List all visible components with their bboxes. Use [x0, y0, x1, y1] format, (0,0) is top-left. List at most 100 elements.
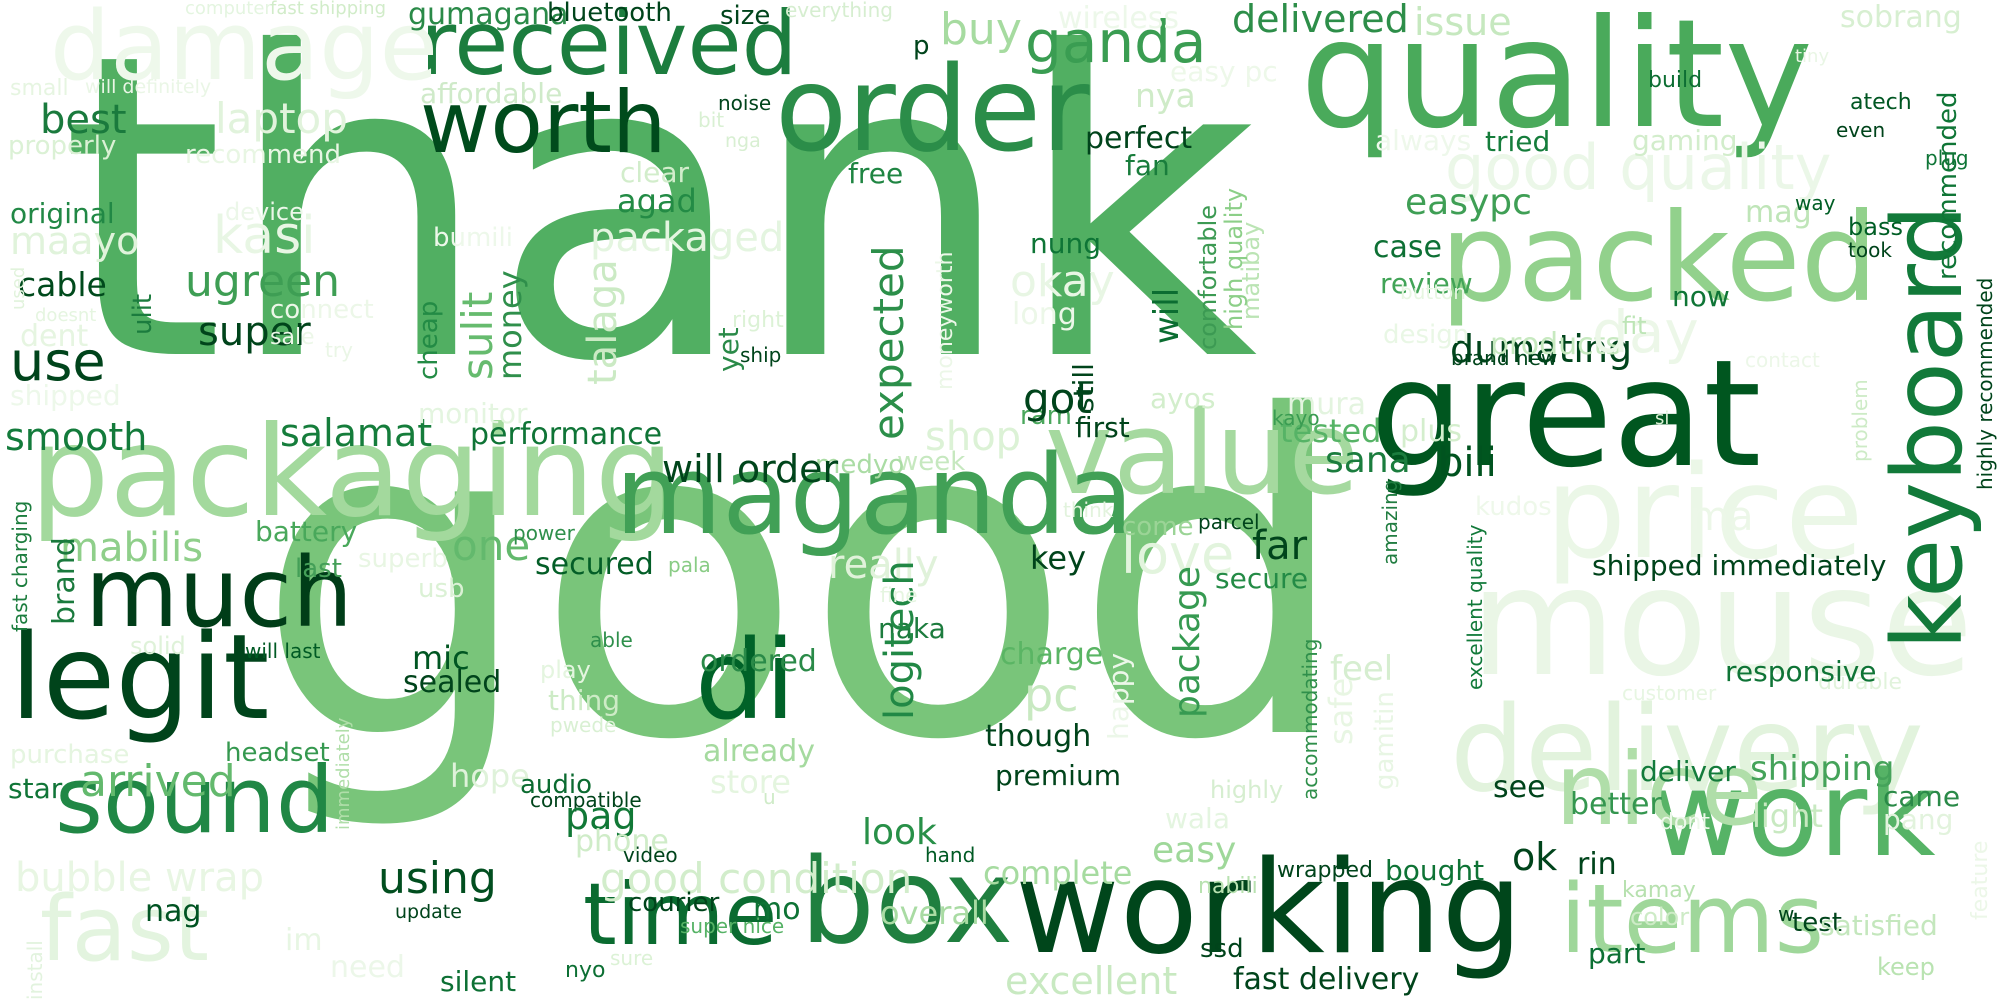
- word-ayos: ayos: [1150, 382, 1216, 415]
- word-shipped: shipped: [10, 379, 121, 412]
- word-bought: bought: [1385, 854, 1485, 887]
- word-used: used: [8, 266, 29, 310]
- word-clear: clear: [620, 156, 690, 189]
- word-easypc: easypc: [1405, 182, 1532, 223]
- word-week: week: [897, 447, 966, 477]
- word-see: see: [1493, 770, 1546, 805]
- word-agad: agad: [617, 182, 697, 220]
- word-build: build: [1648, 68, 1703, 93]
- word-dumating: dumating: [1450, 327, 1633, 371]
- word-design: design: [1383, 320, 1470, 350]
- word-box: box: [800, 832, 1014, 970]
- word-package: package: [1167, 566, 1208, 718]
- word-much: much: [85, 537, 353, 649]
- word-mouse: mouse: [1470, 536, 1974, 710]
- word-size: size: [720, 1, 771, 31]
- word-keep: keep: [1877, 953, 1935, 981]
- word-day: day: [1592, 298, 1699, 366]
- word-problem: problem: [1848, 379, 1872, 462]
- word-device: device: [225, 198, 304, 226]
- word-shipped-immediately: shipped immediately: [1592, 549, 1887, 582]
- word-solid: solid: [130, 632, 186, 660]
- word-pwede: pwede: [550, 713, 617, 737]
- word-products: products: [1490, 327, 1622, 362]
- word-took: took: [1848, 238, 1892, 262]
- word-nice-contact: contact: [1745, 348, 1820, 372]
- word-fit: fit: [1622, 312, 1647, 340]
- word-complete: complete: [983, 854, 1133, 892]
- word-rin: rin: [1577, 847, 1617, 882]
- word-compatible: compatible: [530, 788, 642, 812]
- word-charge: charge: [1000, 637, 1104, 672]
- word-ganda: ganda: [1025, 8, 1207, 76]
- word-pc: pc: [1024, 668, 1079, 722]
- word-everything: everything: [785, 0, 893, 22]
- word-silent: silent: [440, 965, 517, 998]
- word-came: came: [1883, 780, 1961, 813]
- word-superb: superb: [358, 544, 448, 574]
- word-price: price: [1545, 439, 1864, 588]
- word-ok: ok: [1512, 835, 1558, 879]
- word-kamay: kamay: [1622, 878, 1696, 903]
- word-install: install: [23, 940, 47, 1000]
- word-better: better: [1570, 787, 1662, 822]
- word-parcel: parcel: [1198, 510, 1260, 534]
- word-will-definitely: will definitely: [85, 76, 212, 98]
- word-working: working: [1015, 834, 1523, 983]
- word-connect: connect: [270, 295, 374, 325]
- word-moneyworth: moneyworth: [933, 251, 958, 390]
- word-feature: feature: [1968, 840, 1993, 920]
- word-will: will: [1147, 287, 1187, 344]
- word-fast-delivery: fast delivery: [1233, 962, 1420, 997]
- word-will-last: will last: [245, 639, 321, 663]
- word-button: button: [1400, 280, 1466, 304]
- word-look: look: [862, 812, 937, 853]
- word-tried: tried: [1485, 125, 1551, 158]
- word-p: p: [913, 31, 930, 61]
- word-plus: plus: [1400, 414, 1463, 449]
- word-wala: wala: [1165, 802, 1230, 835]
- word-cheap: cheap: [414, 300, 444, 380]
- word-kayo: kayo: [1272, 406, 1320, 430]
- word-kudos: kudos: [1475, 492, 1552, 522]
- word-atech: atech: [1850, 90, 1912, 115]
- word-really: really: [828, 542, 939, 588]
- word-highly: highly: [1210, 776, 1284, 804]
- word-usb: usb: [418, 574, 465, 604]
- word-part: part: [1588, 937, 1646, 970]
- word-properly: properly: [8, 131, 117, 161]
- word-responsive: responsive: [1725, 655, 1877, 688]
- word-talaga: talaga: [580, 259, 626, 385]
- word-value: value: [1045, 387, 1360, 521]
- word-performance: performance: [470, 417, 663, 452]
- word-audio: audio: [520, 770, 593, 800]
- word-though: though: [985, 719, 1092, 754]
- word-bass: bass: [1848, 213, 1903, 241]
- word-sulit: sulit: [453, 291, 502, 380]
- word-sure: sure: [610, 946, 654, 970]
- word-shipping: shipping: [1750, 749, 1895, 789]
- word-mo: mo: [753, 892, 801, 927]
- word-nabili: nabili: [1198, 874, 1258, 899]
- word-delivered: delivered: [1232, 0, 1409, 41]
- word-play: play: [540, 656, 591, 684]
- word-think: think: [1063, 498, 1114, 522]
- word-gamitin: gamitin: [1370, 691, 1400, 790]
- word-still: still: [1067, 363, 1100, 412]
- word-mic: mic: [412, 639, 470, 677]
- word-pag: pag: [565, 794, 637, 838]
- word-hope: hope: [450, 757, 530, 795]
- word-gaming: gaming: [1632, 124, 1738, 157]
- word-di: di: [695, 616, 796, 744]
- word-free: free: [848, 157, 904, 190]
- word-need: need: [330, 950, 405, 985]
- word-power: power: [513, 521, 575, 545]
- word-brand: brand: [47, 537, 82, 625]
- word-highly-recommended: highly recommended: [1973, 277, 1997, 490]
- word-u: u: [763, 785, 776, 809]
- word-already: already: [703, 734, 816, 769]
- word-ram: ram: [1020, 401, 1072, 431]
- word-tiny: tiny: [1795, 46, 1830, 67]
- word-bluetooth: bluetooth: [547, 0, 672, 28]
- word-ulit: ulit: [128, 293, 158, 335]
